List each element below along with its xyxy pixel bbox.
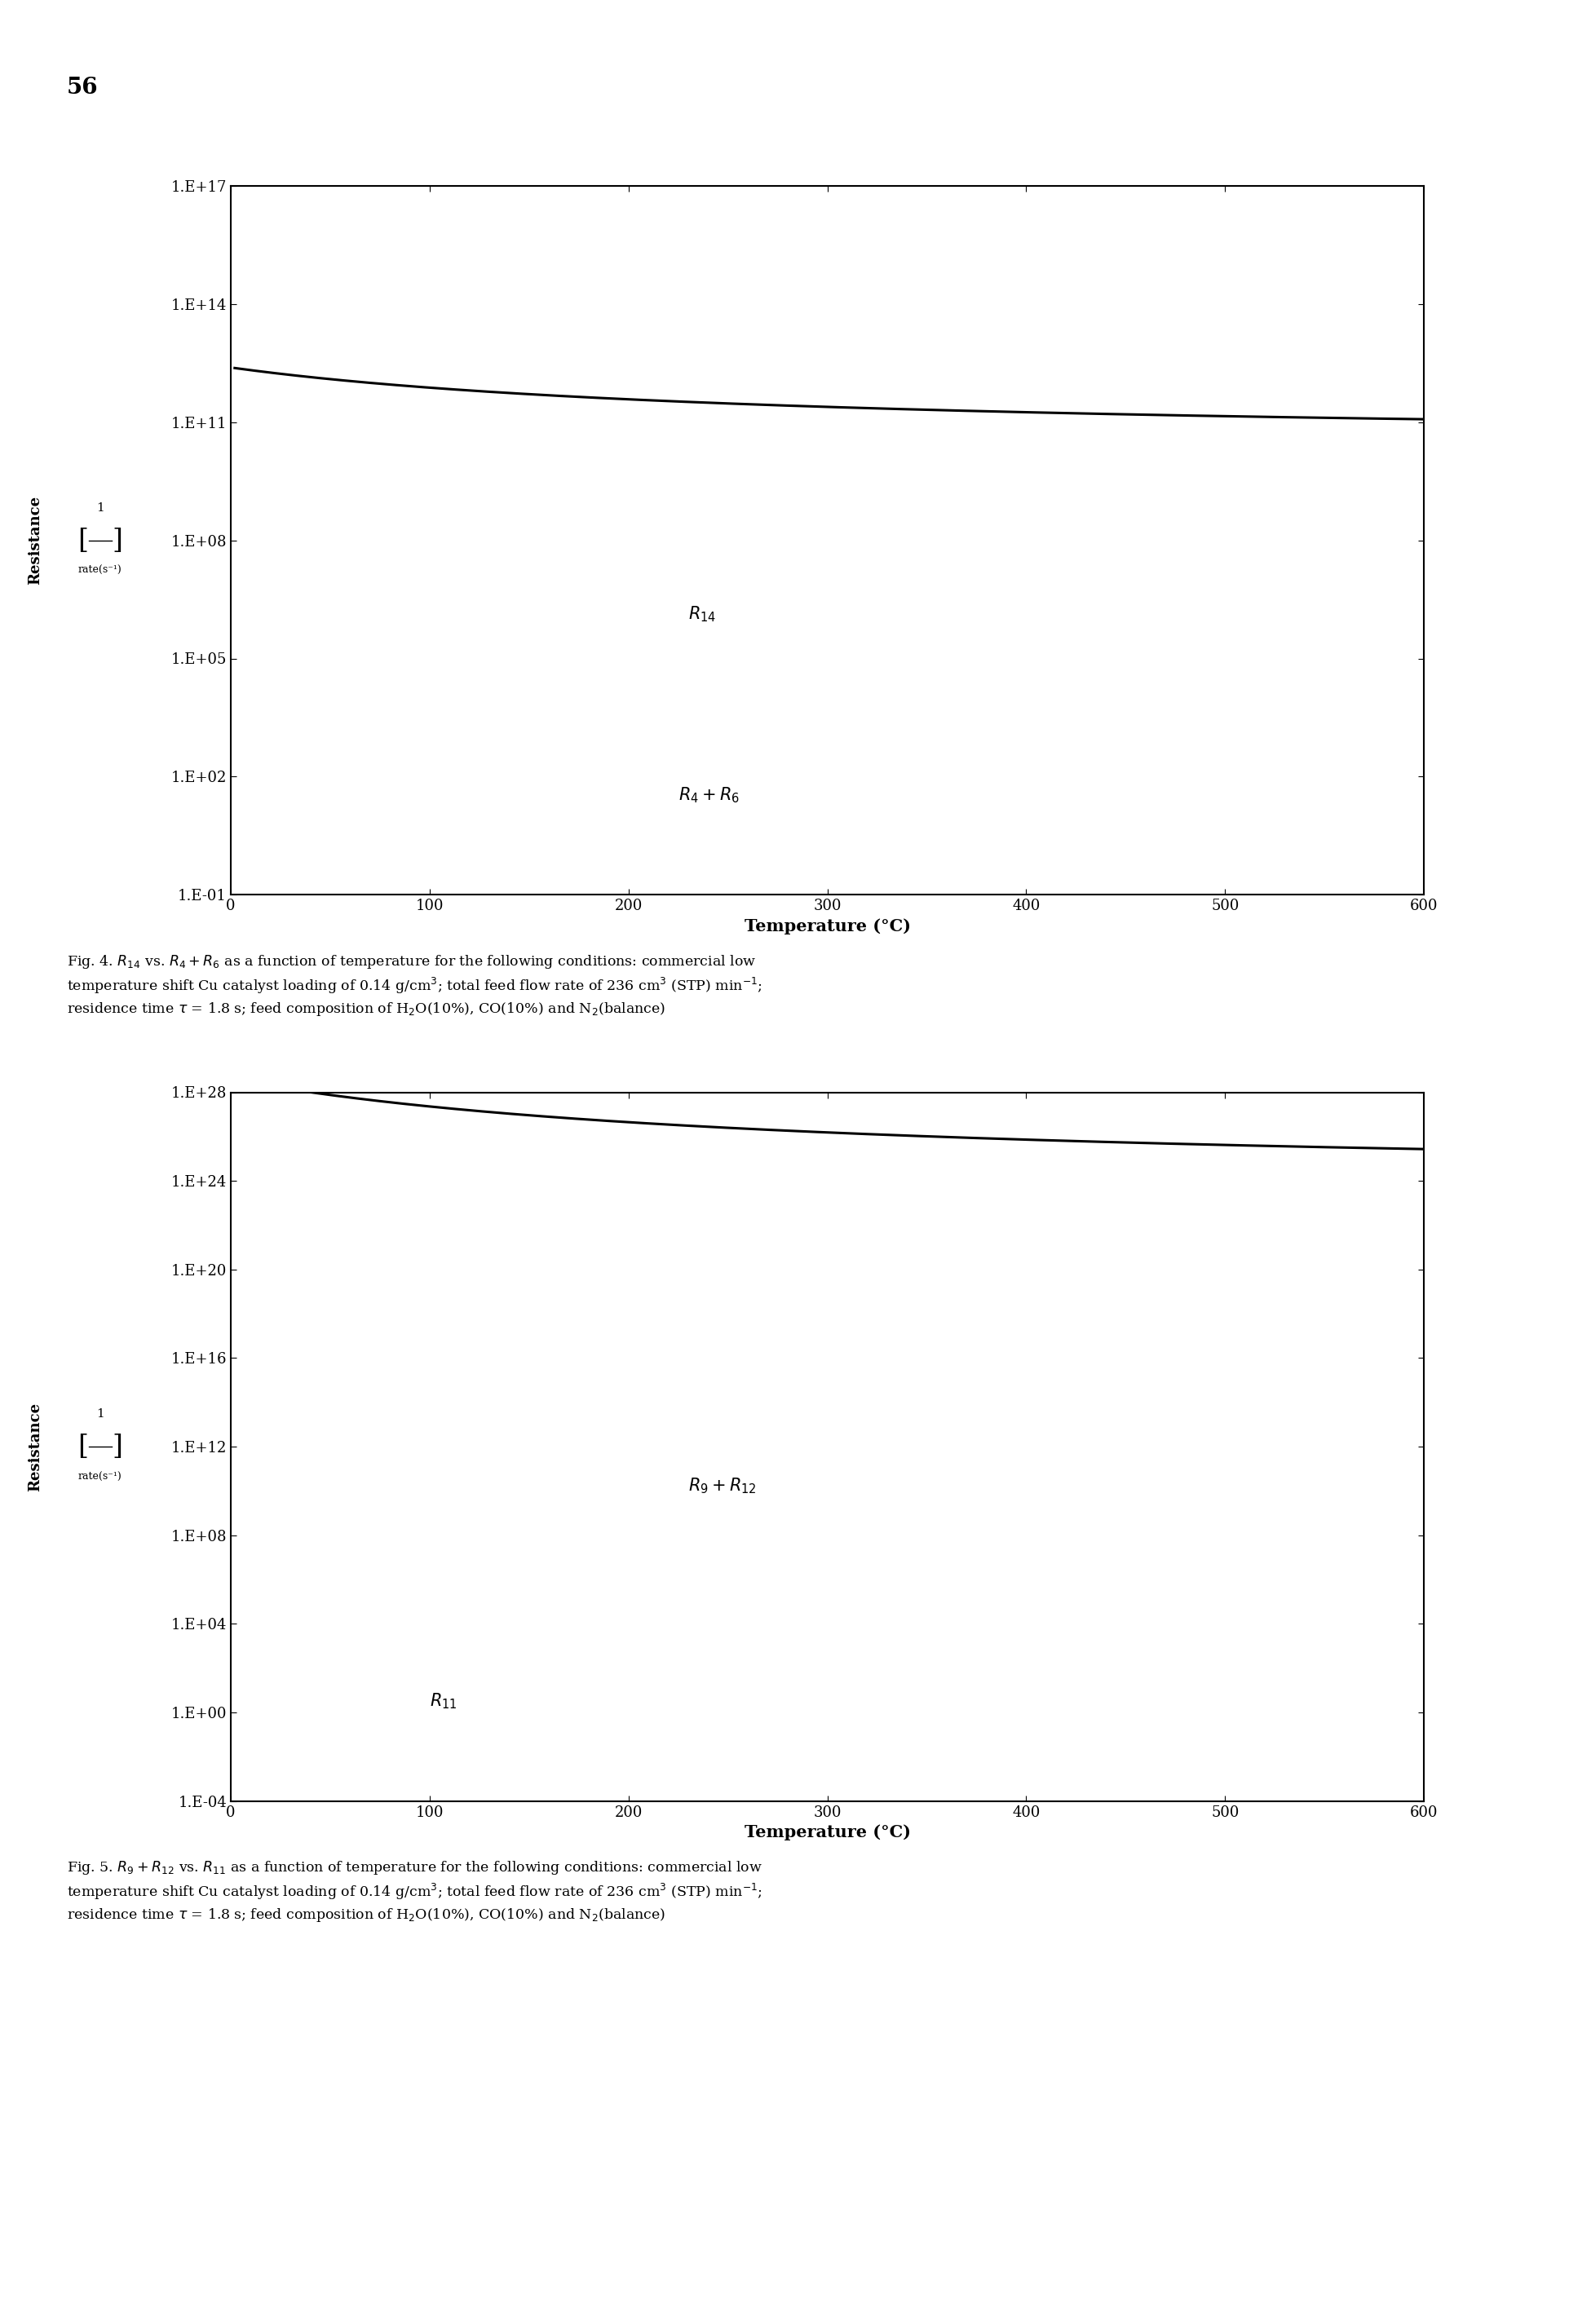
Text: 56: 56: [67, 77, 99, 98]
Text: $R_4+R_6$: $R_4+R_6$: [678, 786, 740, 804]
X-axis label: Temperature (°C): Temperature (°C): [745, 1824, 910, 1841]
Text: ]: ]: [113, 528, 123, 553]
Text: rate(s⁻¹): rate(s⁻¹): [78, 565, 123, 576]
Text: Resistance: Resistance: [27, 495, 43, 586]
Text: 1: 1: [97, 502, 103, 514]
Text: [: [: [78, 1434, 88, 1459]
Text: ]: ]: [113, 1434, 123, 1459]
Text: rate(s⁻¹): rate(s⁻¹): [78, 1471, 123, 1483]
X-axis label: Temperature (°C): Temperature (°C): [745, 918, 910, 934]
Text: Fig. 5. $R_9 + R_{12}$ vs. $R_{11}$ as a function of temperature for the followi: Fig. 5. $R_9 + R_{12}$ vs. $R_{11}$ as a…: [67, 1859, 762, 1924]
Text: $R_9+R_{12}$: $R_9+R_{12}$: [689, 1476, 756, 1497]
Text: 1: 1: [97, 1408, 103, 1420]
Text: $R_{14}$: $R_{14}$: [689, 604, 716, 623]
Text: [: [: [78, 528, 88, 553]
Text: $R_{11}$: $R_{11}$: [430, 1692, 457, 1710]
Text: Fig. 4. $R_{14}$ vs. $R_4 + R_6$ as a function of temperature for the following : Fig. 4. $R_{14}$ vs. $R_4 + R_6$ as a fu…: [67, 953, 762, 1018]
Text: Resistance: Resistance: [27, 1401, 43, 1492]
